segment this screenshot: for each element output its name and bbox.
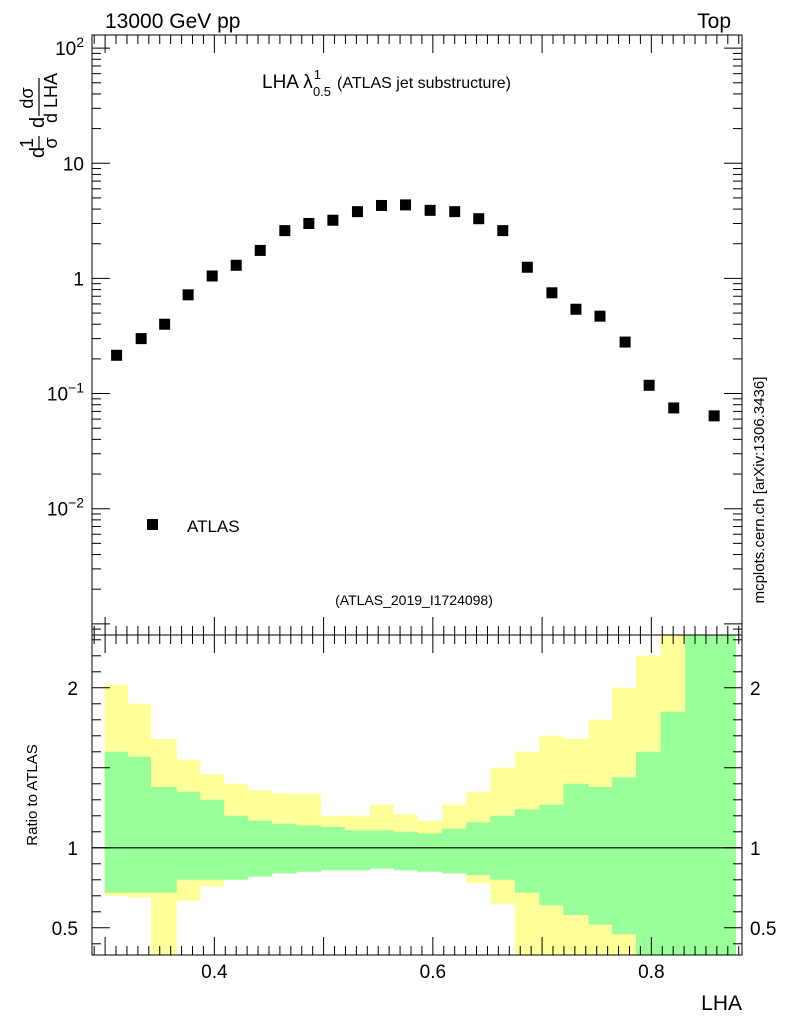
data-point xyxy=(497,225,509,237)
data-point xyxy=(570,303,582,315)
main-y-axis-label: d 1 σ d dσ d LHA xyxy=(17,73,61,158)
svg-text:d: d xyxy=(27,147,49,158)
data-point xyxy=(449,206,461,218)
y-tick-label: 1 xyxy=(73,269,84,290)
data-point xyxy=(327,214,339,226)
data-point xyxy=(473,213,485,225)
y-tick-label: 10 xyxy=(63,154,84,175)
uncertainty-band xyxy=(104,635,737,955)
data-point xyxy=(159,318,171,330)
svg-text:1: 1 xyxy=(17,138,37,148)
ratio-y-axis-label: Ratio to ATLAS xyxy=(24,744,41,845)
y-tick-label: 10−2 xyxy=(47,495,84,521)
x-tick-labels: 0.4 0.6 0.8 xyxy=(201,962,664,983)
ratio-axis-ticks xyxy=(92,635,742,955)
x-tick-label: 0.6 xyxy=(420,962,446,983)
ratio-y-tick-label-left: 2 xyxy=(67,679,78,700)
main-frame xyxy=(91,34,743,636)
analysis-tag: (ATLAS_2019_I1724098) xyxy=(335,592,493,608)
plot-title: LHA λ1 0.5 (ATLAS jet substructure) xyxy=(262,67,511,99)
ratio-y-tick-label-right: 1 xyxy=(750,839,761,860)
svg-text:d LHA: d LHA xyxy=(41,73,61,123)
legend-marker xyxy=(147,519,158,530)
data-point xyxy=(111,349,123,361)
data-point xyxy=(424,204,436,216)
x-axis-label: LHA xyxy=(701,992,742,1015)
main-panel: 10−2 10−1 1 10 102 LHA λ1 0.5 (ATLAS jet subst… xyxy=(17,34,743,636)
data-point xyxy=(546,287,558,299)
ratio-y-tick-label-right: 2 xyxy=(750,679,761,700)
ratio-bands xyxy=(104,635,737,955)
mcplots-side-label: mcplots.cern.ch [arXiv:1306.3436] xyxy=(751,377,768,604)
data-point xyxy=(668,402,680,414)
data-point xyxy=(230,259,242,271)
energy-label: 13000 GeV pp xyxy=(105,10,240,33)
data-point xyxy=(135,333,147,345)
data-point xyxy=(400,199,412,211)
y-tick-label: 102 xyxy=(55,34,84,60)
svg-text:σ: σ xyxy=(41,137,61,148)
data-point xyxy=(351,206,363,218)
ratio-panel: 0.5 0.5 1 1 2 2 0.4 0.6 0.8 Ratio to ATLAS LHA xyxy=(24,634,777,1015)
data-markers xyxy=(111,199,720,422)
ratio-y-tick-label-left: 1 xyxy=(67,839,78,860)
data-point xyxy=(279,225,291,237)
main-y-tick-labels: 10−2 10−1 1 10 102 xyxy=(47,34,84,521)
data-point xyxy=(643,379,655,391)
data-point xyxy=(254,244,266,256)
process-label: Top xyxy=(697,10,731,33)
data-point xyxy=(303,217,315,229)
x-tick-label: 0.4 xyxy=(201,962,228,983)
data-point xyxy=(594,310,606,322)
ratio-frame xyxy=(91,634,743,956)
svg-text:dσ: dσ xyxy=(17,87,37,108)
ratio-y-tick-labels: 0.5 0.5 1 1 2 2 xyxy=(52,679,777,940)
data-point xyxy=(619,336,631,348)
data-point xyxy=(521,261,533,273)
y-tick-label: 10−1 xyxy=(47,380,84,406)
data-point xyxy=(375,199,387,211)
legend-label: ATLAS xyxy=(187,517,240,536)
data-point xyxy=(708,410,720,422)
x-tick-label: 0.8 xyxy=(638,962,664,983)
ratio-y-tick-label-right: 0.5 xyxy=(750,919,776,940)
main-axis-ticks xyxy=(92,35,742,636)
data-point xyxy=(182,289,194,301)
ratio-y-tick-label-left: 0.5 xyxy=(52,919,78,940)
data-point xyxy=(206,270,218,282)
svg-text:d: d xyxy=(27,117,49,128)
